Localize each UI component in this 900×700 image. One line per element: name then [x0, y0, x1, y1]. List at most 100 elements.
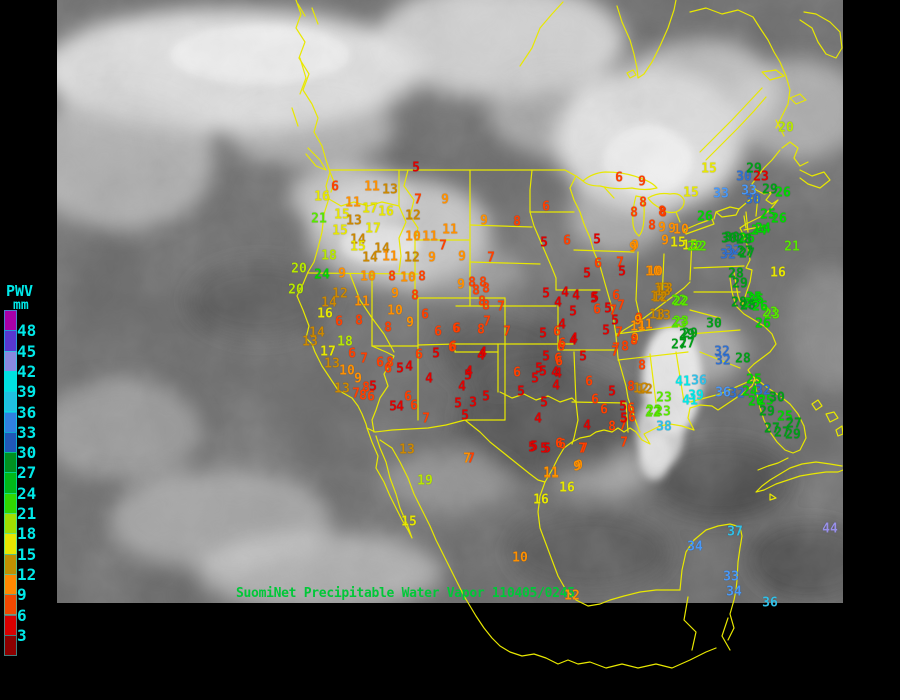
station-value: 8 — [638, 358, 646, 374]
station-value: 12 — [652, 290, 668, 306]
station-value: 25 — [746, 290, 762, 306]
station-value: 6 — [415, 347, 423, 363]
station-value: 13 — [655, 308, 671, 324]
legend-title: PWV — [6, 282, 34, 300]
station-value: 6 — [542, 199, 550, 215]
station-value: 8 — [608, 419, 616, 435]
station-value: 21 — [311, 211, 327, 227]
station-value: 6 — [593, 302, 601, 318]
station-value: 12 — [637, 382, 653, 398]
station-value: 26 — [748, 394, 764, 410]
station-value: 22 — [673, 294, 689, 310]
station-value: 7 — [609, 303, 617, 319]
station-value: 8 — [386, 355, 394, 371]
legend-tick-label: 3 — [17, 625, 27, 645]
station-value: 7 — [578, 441, 586, 457]
station-value: 29 — [679, 327, 695, 343]
station-value: 13 — [324, 356, 340, 372]
station-value: 19 — [417, 473, 433, 489]
station-value: 3 — [469, 395, 477, 411]
station-value: 30 — [721, 231, 737, 247]
station-value: 9 — [629, 240, 637, 256]
station-value: 4 — [583, 418, 591, 434]
station-value: 27 — [739, 246, 755, 262]
station-value: 27 — [679, 336, 695, 352]
station-value: 8 — [384, 320, 392, 336]
legend-tick-label: 45 — [17, 341, 37, 361]
station-value: 8 — [513, 214, 521, 230]
station-value: 29 — [759, 404, 775, 420]
station-value: 22 — [646, 403, 662, 419]
station-value: 5 — [517, 384, 525, 400]
station-value: 6 — [554, 351, 562, 367]
station-value: 7 — [483, 314, 491, 330]
station-value: 15 — [334, 207, 350, 223]
station-value: 10 — [400, 270, 416, 286]
legend-tick-label: 9 — [17, 585, 27, 605]
station-value: 8 — [468, 275, 476, 291]
station-value: 9 — [354, 371, 362, 387]
legend-color-block — [4, 391, 17, 413]
station-value: 36 — [715, 385, 731, 401]
station-value: 9 — [406, 315, 414, 331]
legend-tick-label: 42 — [17, 361, 37, 381]
station-value: 23 — [656, 390, 672, 406]
station-value: 13 — [657, 281, 673, 297]
station-value: 4 — [558, 317, 566, 333]
station-value: 4 — [396, 399, 404, 415]
station-value: 16 — [559, 480, 575, 496]
station-value: 33 — [713, 186, 729, 202]
station-value: 8 — [359, 388, 367, 404]
station-value: 6 — [563, 233, 571, 249]
station-value: 8 — [478, 294, 486, 310]
station-value: 6 — [384, 361, 392, 377]
station-value: 26 — [771, 211, 787, 227]
station-value: 5 — [530, 439, 538, 455]
station-value: 15 — [683, 185, 699, 201]
station-value: 6 — [558, 437, 566, 453]
station-value: 32 — [714, 344, 730, 360]
station-value: 7 — [463, 451, 471, 467]
station-value: 11 — [630, 319, 646, 335]
station-value: 18 — [337, 334, 353, 350]
station-value: 24 — [755, 221, 771, 237]
legend-tick-label: 15 — [17, 544, 37, 564]
station-value: 8 — [477, 322, 485, 338]
station-value: 9 — [668, 221, 676, 237]
legend-color-block — [4, 634, 17, 657]
station-value: 28 — [731, 295, 747, 311]
station-value: 4 — [425, 371, 433, 387]
station-value: 30 — [769, 390, 785, 406]
legend-color-block — [4, 513, 17, 535]
station-value: 16 — [378, 204, 394, 220]
station-value: 26 — [752, 299, 768, 315]
station-value: 8 — [479, 275, 487, 291]
station-value: 6 — [627, 401, 635, 417]
station-value: 5 — [540, 441, 548, 457]
station-value: 11 — [442, 222, 458, 238]
station-value: 5 — [461, 408, 469, 424]
station-value: 7 — [611, 344, 619, 360]
legend-tick-label: 27 — [17, 463, 37, 483]
station-value: 8 — [362, 380, 370, 396]
station-value: 8 — [418, 269, 426, 285]
station-value: 4 — [405, 359, 413, 375]
station-value: 27 — [737, 244, 753, 260]
station-value: 29 — [762, 182, 778, 198]
legend-color-block — [4, 573, 17, 596]
station-value: 10 — [387, 303, 403, 319]
station-value: 5 — [608, 384, 616, 400]
legend-tick-label: 24 — [17, 483, 37, 503]
station-value: 26 — [744, 296, 760, 312]
legend-color-block — [4, 330, 17, 352]
station-value: 5 — [432, 346, 440, 362]
station-value: 7 — [487, 250, 495, 266]
legend-tick-label: 12 — [17, 564, 37, 584]
station-value: 7 — [414, 192, 422, 208]
station-value: 13 — [334, 381, 350, 397]
station-value: 13 — [302, 334, 318, 350]
station-value: 16 — [317, 306, 333, 322]
station-value: 8 — [658, 204, 666, 220]
station-value: 9 — [575, 458, 583, 474]
station-value: 10 — [673, 222, 689, 238]
